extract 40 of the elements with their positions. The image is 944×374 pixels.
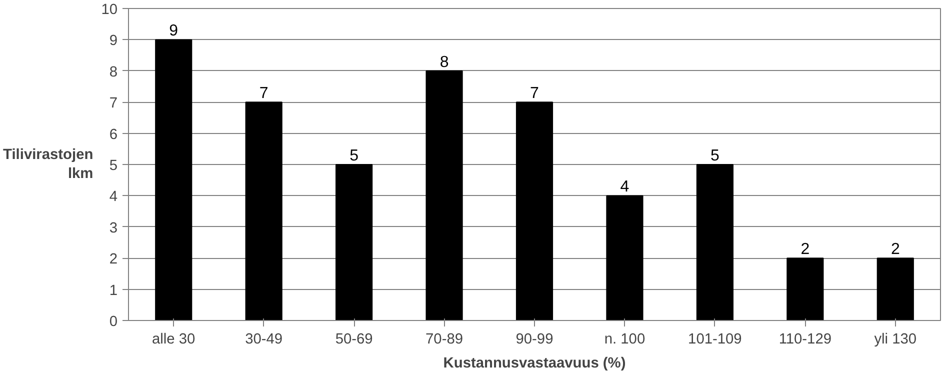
x-tick-label: 101-109 xyxy=(688,332,742,348)
bar xyxy=(155,39,192,320)
y-tick-label: 6 xyxy=(109,126,118,143)
y-tick-label: 3 xyxy=(109,220,118,236)
data-label: 5 xyxy=(710,148,720,164)
x-tick-label: n. 100 xyxy=(604,332,646,348)
bar xyxy=(696,164,734,320)
x-tick-label: 50-69 xyxy=(335,332,373,348)
x-tick-label: 90-99 xyxy=(516,332,554,348)
y-tick-label: 10 xyxy=(101,2,118,18)
y-tick-label: 1 xyxy=(109,282,118,299)
data-label: 2 xyxy=(890,241,900,258)
bar xyxy=(876,258,914,320)
x-axis-title: Kustannusvastaavuus (%) xyxy=(443,356,626,372)
x-tick-label: 70-89 xyxy=(426,332,464,348)
bar xyxy=(426,70,463,320)
data-label: 5 xyxy=(350,148,359,164)
x-tick-label: 110-129 xyxy=(778,332,832,348)
y-tick-label: 7 xyxy=(109,96,118,112)
y-tick-label: 8 xyxy=(109,64,118,80)
data-label: 7 xyxy=(530,85,540,102)
y-tick-label: 4 xyxy=(109,189,118,206)
data-label: 4 xyxy=(620,178,630,196)
data-label: 8 xyxy=(440,54,449,71)
bar xyxy=(336,164,373,320)
y-tick-label: 9 xyxy=(109,33,118,50)
data-label: 7 xyxy=(259,85,268,102)
bar xyxy=(245,102,282,320)
y-axis-title: Tilivirastojen lkm xyxy=(3,146,94,182)
x-tick-label: 30-49 xyxy=(245,332,283,348)
bar xyxy=(606,195,644,320)
bar xyxy=(516,102,554,320)
x-tick-label: alle 30 xyxy=(152,332,196,348)
y-tick-label: 5 xyxy=(109,158,118,174)
y-tick-label: 2 xyxy=(109,252,118,268)
data-label: 2 xyxy=(800,241,810,258)
y-tick-label: 0 xyxy=(109,314,118,330)
x-tick-label: yli 130 xyxy=(874,332,917,348)
bar xyxy=(786,258,824,320)
data-label: 9 xyxy=(169,22,178,40)
